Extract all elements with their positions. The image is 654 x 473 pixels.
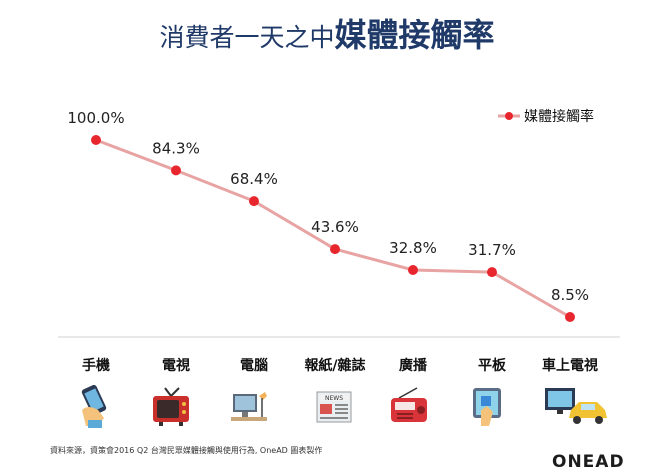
data-point [249,196,259,207]
svg-text:NEWS: NEWS [325,395,343,402]
data-label: 32.8% [389,239,437,257]
title-prefix: 消費者一天之中 [159,23,335,52]
computer-icon [231,392,267,421]
category-label: 電腦 [240,357,268,374]
data-label: 68.4% [230,170,278,188]
data-point [171,165,181,176]
category-label: 手機 [82,357,110,374]
page-title: 消費者一天之中媒體接觸率 [0,10,654,56]
oneAD-logo: ONEAD [552,452,625,472]
data-label: 31.7% [468,241,516,259]
source-note: 資料來源，資策會2016 Q2 台灣民眾媒體接觸與使用行為, OneAD 圖表製… [50,446,323,455]
data-label: 84.3% [152,139,200,157]
data-label: 43.6% [311,218,359,236]
category-label: 廣播 [399,357,428,374]
data-point [408,264,418,275]
category-label: 電視 [162,357,190,374]
data-point [330,244,340,255]
data-point [91,135,101,145]
legend: 媒體接觸率 [498,108,594,125]
data-label: 8.5% [551,286,589,304]
category-label: 平板 [478,357,507,374]
legend-label: 媒體接觸率 [524,108,594,125]
radio-icon [391,387,427,422]
tv-icon [153,387,189,426]
logo-text: ONEAD [552,452,625,472]
tablet-icon [473,388,501,426]
legend-marker [505,112,513,120]
car-tv-icon [545,388,607,424]
title-emphasis: 媒體接觸率 [334,16,495,54]
data-point [487,267,497,278]
phone-icon [81,384,107,428]
data-point [565,312,575,322]
newspaper-icon: NEWS [316,391,352,423]
data-label: 100.0% [67,109,124,127]
category-label: 報紙/雜誌 [304,357,365,374]
category-label: 車上電視 [542,357,598,374]
